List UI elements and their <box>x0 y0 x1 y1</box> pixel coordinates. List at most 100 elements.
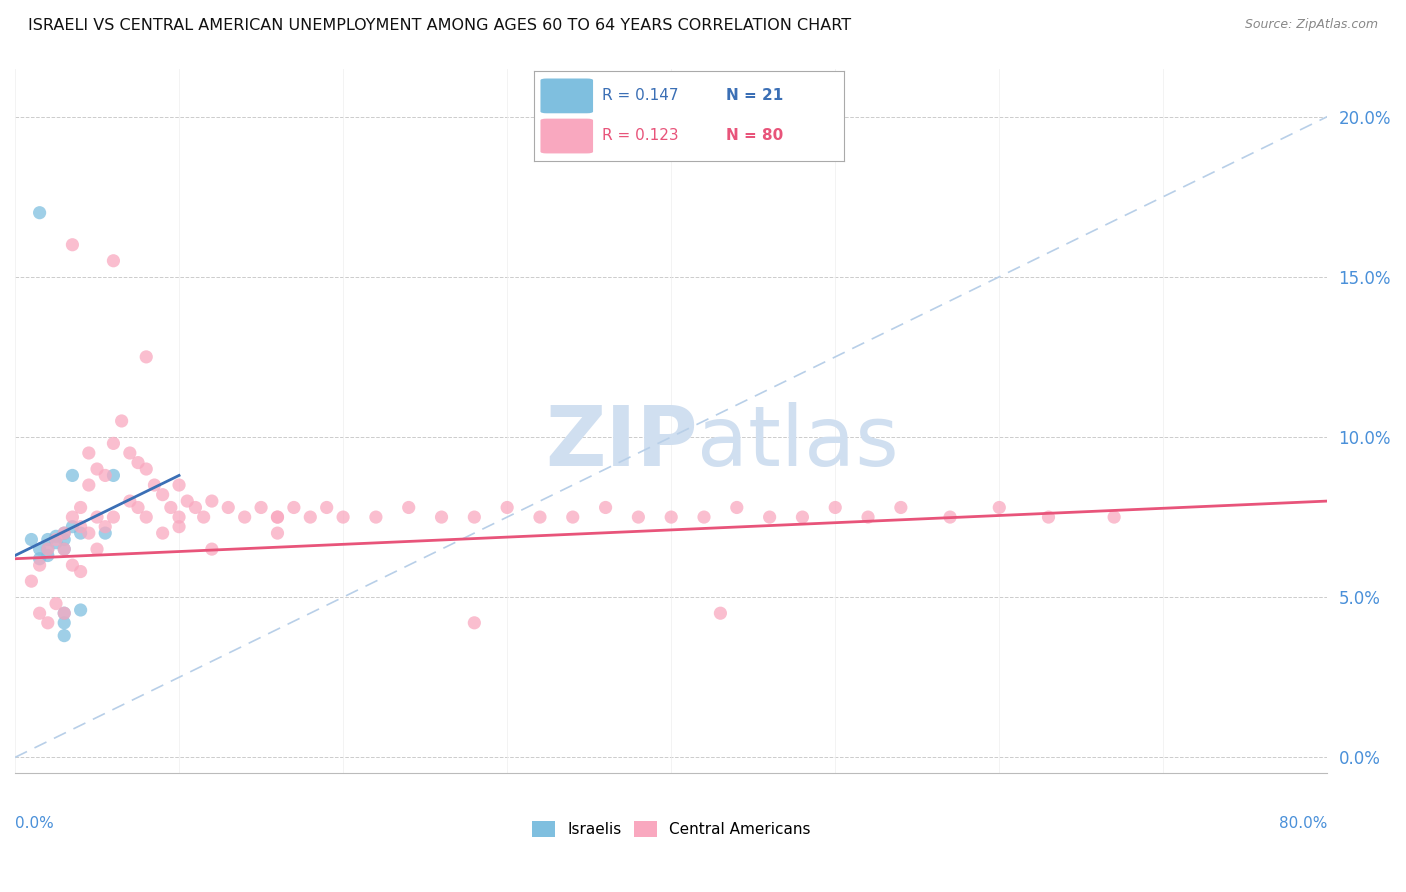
Point <box>463 615 485 630</box>
Point <box>233 510 256 524</box>
Point <box>53 542 76 557</box>
Point <box>364 510 387 524</box>
Point <box>135 350 157 364</box>
Point <box>988 500 1011 515</box>
Point <box>103 468 125 483</box>
Point <box>167 519 190 533</box>
Point <box>250 500 273 515</box>
Point <box>890 500 912 515</box>
Point <box>111 414 134 428</box>
Point <box>430 510 453 524</box>
Point <box>398 500 420 515</box>
Point <box>725 500 748 515</box>
Point <box>62 519 84 533</box>
Point <box>1102 510 1125 524</box>
Point <box>152 488 174 502</box>
Point <box>939 510 962 524</box>
Point <box>94 519 117 533</box>
Point <box>529 510 551 524</box>
Point <box>45 529 67 543</box>
Point <box>283 500 305 515</box>
Point <box>627 510 650 524</box>
Point <box>201 494 224 508</box>
Point <box>62 237 84 252</box>
Point <box>103 253 125 268</box>
Point <box>28 558 51 573</box>
Point <box>118 446 141 460</box>
Point <box>69 519 91 533</box>
Point <box>37 533 59 547</box>
Point <box>167 478 190 492</box>
Point <box>332 510 354 524</box>
Legend: Israelis, Central Americans: Israelis, Central Americans <box>526 815 817 843</box>
Point <box>53 526 76 541</box>
Point <box>143 478 166 492</box>
Point <box>86 542 108 557</box>
Point <box>69 603 91 617</box>
Point <box>135 510 157 524</box>
Point <box>28 551 51 566</box>
Point <box>201 542 224 557</box>
Point <box>693 510 716 524</box>
Point <box>94 526 117 541</box>
Point <box>184 500 207 515</box>
Text: N = 80: N = 80 <box>725 128 783 143</box>
Point <box>709 606 731 620</box>
Point <box>62 558 84 573</box>
Text: R = 0.147: R = 0.147 <box>602 88 679 103</box>
Point <box>69 500 91 515</box>
Text: R = 0.123: R = 0.123 <box>602 128 679 143</box>
Point <box>69 565 91 579</box>
Point <box>463 510 485 524</box>
Point <box>127 500 149 515</box>
Point <box>266 510 288 524</box>
Point <box>824 500 846 515</box>
Point <box>53 606 76 620</box>
Point <box>856 510 879 524</box>
Point <box>193 510 215 524</box>
Point <box>77 526 100 541</box>
Point <box>103 436 125 450</box>
Point <box>45 533 67 547</box>
Point <box>62 468 84 483</box>
Point <box>496 500 519 515</box>
Point <box>53 542 76 557</box>
Point <box>266 510 288 524</box>
Point <box>94 468 117 483</box>
Point <box>792 510 814 524</box>
Point <box>53 606 76 620</box>
Text: 80.0%: 80.0% <box>1279 815 1327 830</box>
Point <box>167 510 190 524</box>
Point <box>86 510 108 524</box>
Point <box>53 526 76 541</box>
Point <box>37 549 59 563</box>
Point <box>127 456 149 470</box>
Point <box>69 526 91 541</box>
Point <box>45 535 67 549</box>
Point <box>152 526 174 541</box>
Point <box>176 494 198 508</box>
Point <box>135 462 157 476</box>
Point <box>20 533 42 547</box>
Point <box>45 597 67 611</box>
Point <box>28 205 51 219</box>
Point <box>561 510 583 524</box>
Text: ZIP: ZIP <box>546 401 697 483</box>
Point <box>53 533 76 547</box>
Point <box>53 629 76 643</box>
Point <box>62 510 84 524</box>
Point <box>37 542 59 557</box>
Point <box>758 510 780 524</box>
Point <box>28 542 51 557</box>
Point <box>595 500 617 515</box>
Point <box>28 606 51 620</box>
Point <box>315 500 337 515</box>
Text: 0.0%: 0.0% <box>15 815 53 830</box>
Point <box>86 462 108 476</box>
Point <box>266 526 288 541</box>
Point <box>20 574 42 589</box>
Point <box>160 500 183 515</box>
Point <box>217 500 239 515</box>
Point <box>77 478 100 492</box>
Point <box>37 542 59 557</box>
